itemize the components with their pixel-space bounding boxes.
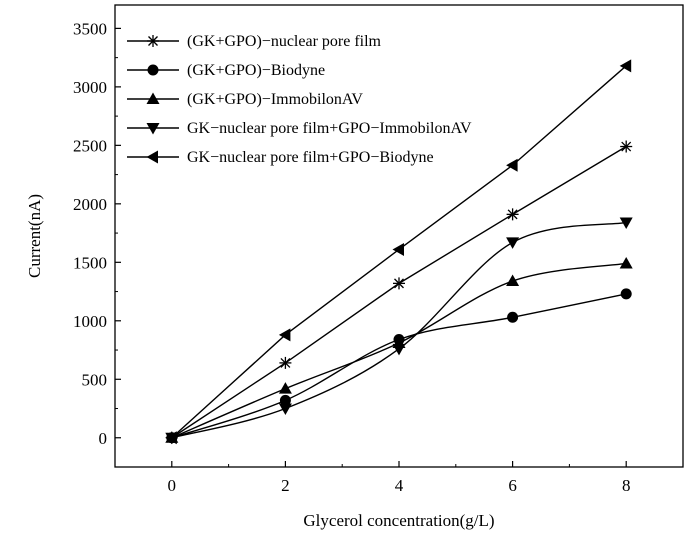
legend-item-1: (GK+GPO)−nuclear pore film [127,33,382,50]
data-point-s2-x2 [279,394,291,406]
legend-marker [146,150,158,164]
y-tick-label-3000: 3000 [73,78,107,97]
legend-label-1: (GK+GPO)−nuclear pore film [187,33,382,50]
legend-label-4: GK−nuclear pore film+GPO−ImmobilonAV [187,120,472,137]
data-point-s1-x6 [506,208,519,221]
data-point-s4-x8 [619,217,633,230]
data-point-s5-x8 [619,59,632,73]
y-tick-label-3500: 3500 [73,19,107,38]
data-point-s5-x2 [278,328,291,342]
axis-ticks: 0 2 4 6 8 0 500 1000 1500 2000 2500 3000 3500 [73,19,684,495]
legend: (GK+GPO)−nuclear pore film (GK+GPO)−Biody… [127,33,472,166]
legend-marker [147,35,159,47]
data-point-s2-x8 [620,288,632,300]
data-point-s1-x2 [279,356,292,369]
series-2 [166,288,632,444]
legend-label-2: (GK+GPO)−Biodyne [187,62,325,79]
x-tick-label-6: 6 [508,476,517,495]
data-point-s5-x4 [392,242,404,256]
data-point-s5-x0 [165,431,177,445]
series-line-4 [171,221,627,439]
series-5 [165,59,632,445]
x-axis-title: Glycerol concentration(g/L) [303,511,494,530]
data-point-s3-x8 [619,256,633,269]
legend-marker [146,92,160,104]
y-axis-title: Current(nA) [25,194,44,278]
data-point-s4-x6 [506,237,520,249]
data-point-s1-x4 [393,277,405,290]
legend-item-5: GK−nuclear pore film+GPO−Biodyne [127,149,434,166]
series-layer [165,59,633,445]
series-line-1 [171,145,627,439]
x-tick-label-0: 0 [168,476,177,495]
y-tick-label-0: 0 [99,429,108,448]
legend-marker [147,64,159,76]
data-point-s3-x2 [278,382,292,394]
legend-label-3: (GK+GPO)−ImmobilonAV [187,91,363,108]
legend-item-3: (GK+GPO)−ImmobilonAV [127,91,363,108]
data-point-s4-x4 [392,343,406,356]
data-point-s5-x6 [506,158,518,172]
legend-marker [146,123,160,135]
data-point-s2-x6 [507,311,519,323]
legend-label-5: GK−nuclear pore film+GPO−Biodyne [187,149,434,166]
y-tick-label-500: 500 [82,370,108,389]
y-tick-label-1000: 1000 [73,312,107,331]
x-tick-label-8: 8 [622,476,631,495]
y-tick-label-2000: 2000 [73,195,107,214]
x-tick-label-4: 4 [395,476,404,495]
y-tick-label-1500: 1500 [73,253,107,272]
legend-item-2: (GK+GPO)−Biodyne [127,62,325,79]
legend-item-4: GK−nuclear pore film+GPO−ImmobilonAV [127,120,472,137]
x-tick-label-2: 2 [281,476,290,495]
series-line-2 [171,293,627,439]
data-point-s3-x6 [506,274,520,287]
y-tick-label-2500: 2500 [73,136,107,155]
series-1 [165,140,633,444]
data-point-s4-x2 [278,403,292,416]
data-point-s1-x8 [620,140,633,153]
